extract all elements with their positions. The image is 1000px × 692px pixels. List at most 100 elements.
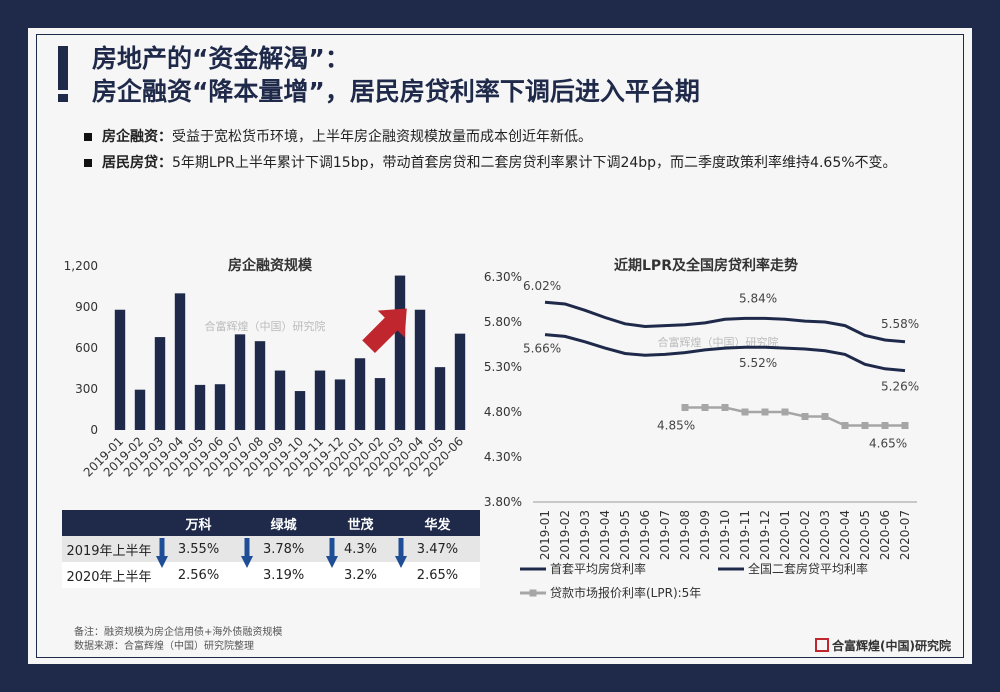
series-marker xyxy=(861,422,869,429)
x-tick-label: 2020-02 xyxy=(798,510,812,560)
footnote-note: 备注：融资规模为房企信用债+海外债融资规模 xyxy=(74,627,283,638)
data-label: 5.84% xyxy=(739,291,777,305)
series-marker xyxy=(841,422,849,429)
bar xyxy=(454,333,466,430)
x-tick-label: 2019-03 xyxy=(578,510,592,560)
series-marker xyxy=(781,408,789,416)
x-tick-label: 2019-10 xyxy=(718,510,732,560)
bullet-list: 房企融资：受益于宽松货币环境，上半年房企融资规模放量而成本创近年新低。 居民房贷… xyxy=(84,124,914,176)
series-marker xyxy=(681,404,689,411)
bullet-text: 受益于宽松货币环境，上半年房企融资规模放量而成本创近年新低。 xyxy=(172,129,592,145)
data-label: 4.85% xyxy=(657,419,695,433)
red-arrow-icon xyxy=(362,308,407,354)
data-label: 5.26% xyxy=(881,380,919,394)
table-row: 2020年上半年 2.56% 3.19% 3.2% 2.65% xyxy=(62,562,480,588)
bar xyxy=(194,384,206,430)
bar xyxy=(354,358,366,430)
table-header: 绿城 xyxy=(241,510,327,536)
bullet-item: 房企融资：受益于宽松货币环境，上半年房企融资规模放量而成本创近年新低。 xyxy=(84,124,914,150)
footnote-source: 数据来源：合富辉煌（中国）研究院整理 xyxy=(74,641,254,652)
table-header: 万科 xyxy=(156,510,242,536)
bar xyxy=(214,384,226,430)
down-arrow-icon xyxy=(326,538,339,568)
bar xyxy=(394,275,406,430)
table-header: 华发 xyxy=(394,510,480,536)
series-marker xyxy=(741,408,749,416)
y-tick-label: 1,200 xyxy=(64,259,98,273)
x-tick-label: 2020-06 xyxy=(878,510,892,560)
y-tick-label: 3.80% xyxy=(484,495,522,509)
cell-value: 3.78% xyxy=(262,541,305,557)
x-tick-label: 2020-03 xyxy=(818,510,832,560)
bullet-item: 居民房贷：5年期LPR上半年累计下调15bp，带动首套房贷和二套房贷利率累计下调… xyxy=(84,150,914,176)
bar xyxy=(154,337,166,430)
down-arrow-icon xyxy=(156,538,168,568)
series-line xyxy=(685,406,905,427)
data-label: 6.02% xyxy=(523,279,561,293)
y-tick-label: 4.30% xyxy=(484,450,522,464)
x-tick-label: 2019-09 xyxy=(698,510,712,560)
bar xyxy=(374,378,386,430)
table-row: 2019年上半年 3.55% 3.78% 4.3% 3.47% xyxy=(62,536,480,568)
bar xyxy=(434,367,446,430)
table-header xyxy=(62,510,156,536)
title-line-1: 房地产的“资金解渴”： xyxy=(92,44,350,73)
bar-chart-title: 房企融资规模 xyxy=(228,257,313,274)
title-accent-dot xyxy=(58,94,68,102)
x-tick-label: 2020-01 xyxy=(778,510,792,560)
bar xyxy=(314,370,326,430)
table-cell-year: 2019年上半年 xyxy=(62,536,156,562)
table-cell: 3.78% xyxy=(241,536,327,568)
x-tick-label: 2019-04 xyxy=(598,510,612,560)
x-tick-label: 2019-07 xyxy=(658,510,672,560)
brand-name: 合富辉煌(中国)研究院 xyxy=(832,639,951,653)
y-tick-label: 0 xyxy=(90,423,98,437)
y-tick-label: 4.80% xyxy=(484,405,522,419)
x-tick-label: 2019-12 xyxy=(758,510,772,560)
bullet-square-icon xyxy=(84,133,92,141)
y-tick-label: 6.30% xyxy=(484,270,522,284)
bullet-key: 居民房贷： xyxy=(102,155,172,171)
series-marker xyxy=(821,413,829,420)
title-accent-bar xyxy=(58,46,68,90)
data-label: 4.65% xyxy=(869,437,907,451)
financing-cost-table: 万科 绿城 世茂 华发 2019年上半年 3.55% 3.78% 4.3% 3.… xyxy=(62,510,480,588)
series-marker xyxy=(801,413,809,420)
slide-border xyxy=(36,34,964,658)
bar xyxy=(254,341,266,430)
data-label: 5.52% xyxy=(739,356,777,370)
table-cell: 3.47% xyxy=(394,536,480,568)
brand-logo: 合富辉煌(中国)研究院 xyxy=(815,637,951,654)
down-arrow-icon xyxy=(241,538,254,568)
y-tick-label: 900 xyxy=(75,300,98,314)
bullet-key: 房企融资： xyxy=(102,129,172,145)
x-tick-label: 2019-06 xyxy=(638,510,652,560)
y-tick-label: 5.80% xyxy=(484,315,522,329)
cell-value: 3.55% xyxy=(177,541,220,557)
series-marker xyxy=(761,408,769,416)
x-tick-label: 2019-01 xyxy=(538,510,552,560)
table-cell: 3.55% xyxy=(156,536,242,568)
table-cell: 3.19% xyxy=(241,562,327,588)
data-label: 5.66% xyxy=(523,342,561,356)
table-cell: 3.2% xyxy=(326,562,395,588)
table-cell: 2.65% xyxy=(394,562,480,588)
bar xyxy=(114,309,126,430)
footnote: 备注：融资规模为房企信用债+海外债融资规模 数据来源：合富辉煌（中国）研究院整理 xyxy=(74,626,282,654)
y-tick-label: 300 xyxy=(75,382,98,396)
series-marker xyxy=(721,404,729,411)
x-tick-label: 2019-02 xyxy=(558,510,572,560)
legend-label: 首套平均房贷利率 xyxy=(550,561,646,576)
bar xyxy=(294,391,306,430)
x-tick-label: 2019-11 xyxy=(738,510,752,560)
series-marker xyxy=(881,422,889,429)
title-line-2: 房企融资“降本量增”，居民房贷利率下调后进入平台期 xyxy=(92,77,700,106)
legend-label: 贷款市场报价利率(LPR):5年 xyxy=(550,585,701,600)
slide-title: 房地产的“资金解渴”： 房企融资“降本量增”，居民房贷利率下调后进入平台期 xyxy=(92,42,700,108)
series-line xyxy=(544,333,906,373)
table-cell-year: 2020年上半年 xyxy=(62,562,156,588)
line-chart-title: 近期LPR及全国房贷利率走势 xyxy=(614,257,798,274)
series-marker xyxy=(701,404,709,411)
